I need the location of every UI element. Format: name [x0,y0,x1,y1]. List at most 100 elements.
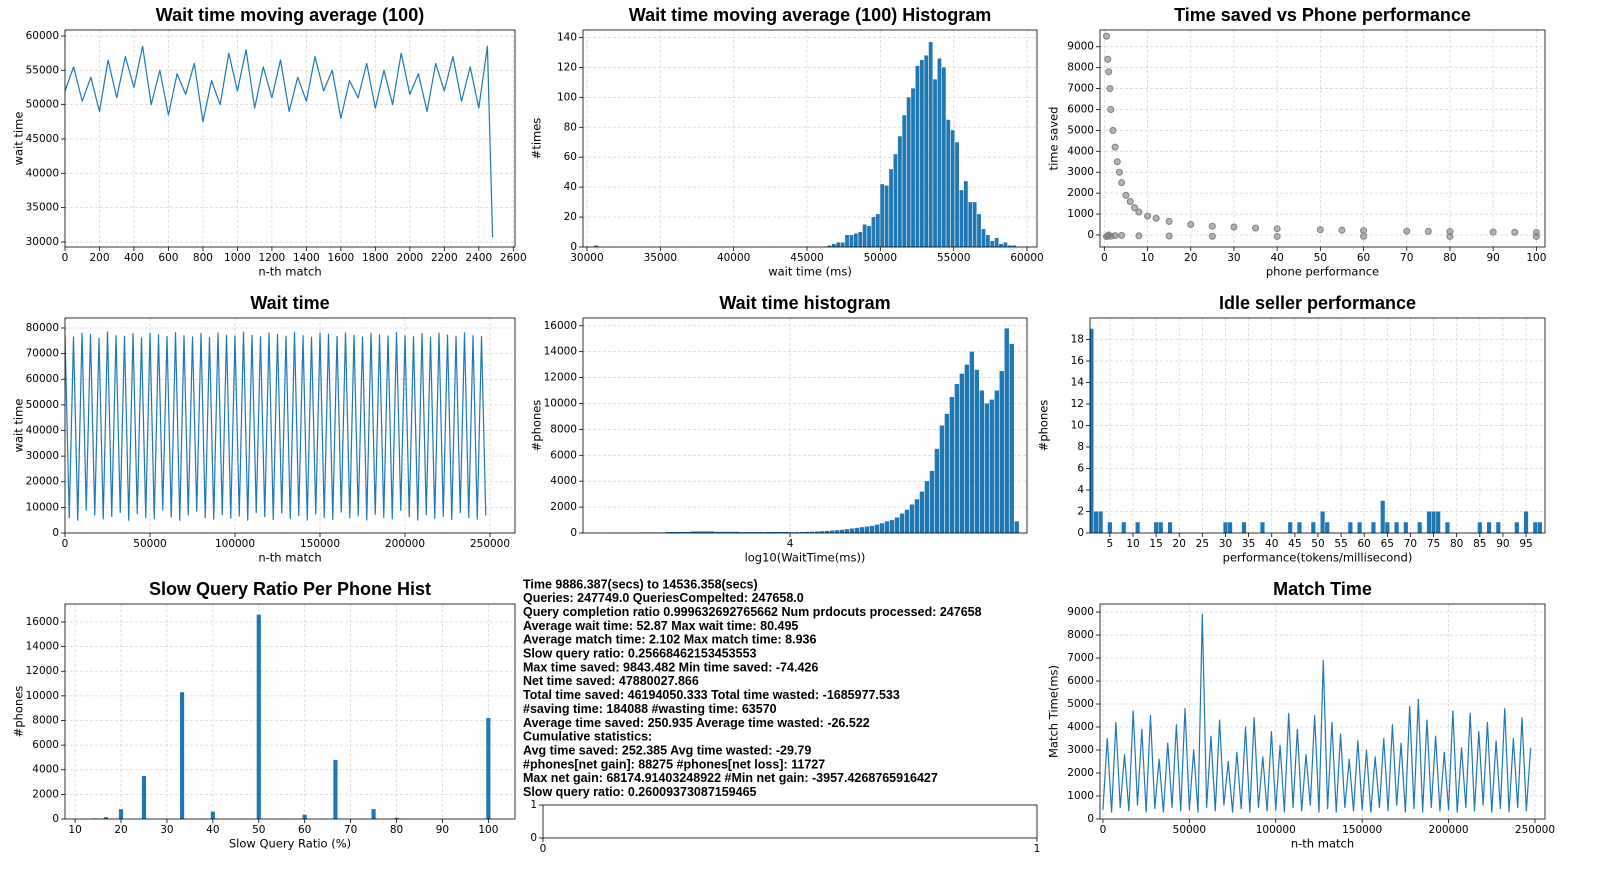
hist-bar [879,523,885,533]
bar [141,775,147,819]
y-tick-label: 80 [564,121,577,133]
x-tick-label: 10 [1126,538,1139,550]
x-tick-label: 20 [1173,538,1186,550]
x-axis-label: log10(WaitTime(ms)) [745,551,866,565]
y-tick-label: 6000 [1067,103,1094,115]
x-tick-label: 50 [252,824,265,836]
hist-bar [906,97,911,247]
y-tick-label: 9000 [1067,41,1094,53]
x-tick-label: 60 [1357,252,1370,264]
y-tick-label: 4000 [550,475,577,487]
x-axis-label: Slow Query Ratio (%) [229,837,351,851]
stats-line: Max time saved: 9843.482 Min time saved:… [523,660,818,674]
bar [1403,522,1408,533]
hist-bar [999,371,1004,533]
hist-bar [934,448,940,533]
hist-bar [949,397,955,533]
x-tick-label: 65 [1381,538,1394,550]
x-tick-label: 400 [124,252,144,264]
y-tick-label: 40000 [26,424,59,436]
x-tick-label: 1 [1034,843,1041,855]
hist-bar [985,235,990,247]
y-tick-label: 40 [564,181,577,193]
bar [1320,511,1325,533]
bar [1371,522,1376,533]
hist-bar [839,529,845,533]
x-axis-label: n-th match [258,551,321,565]
hist-bar [893,154,898,247]
bar [1107,522,1112,533]
stats-line: Avg time saved: 252.385 Avg time wasted:… [523,743,811,757]
scatter-point [1105,68,1113,76]
scatter-point [1135,208,1143,216]
chart-title: Wait time histogram [719,293,890,313]
y-axis-label: time saved [1047,107,1061,171]
bar [1325,522,1330,533]
x-tick-label: 30000 [570,252,603,264]
marks [1102,613,1532,813]
x-tick-label: 90 [1486,252,1499,264]
bar [302,814,307,819]
hist-bar [829,530,835,533]
chart-panel: 0 10 20 30 40 50 60 70 80 90 100010002000300040005… [1047,5,1547,279]
data-line [1102,613,1532,813]
hist-bar [871,217,876,247]
stats-block: Time 9886.387(secs) to 14536.358(secs)Qu… [523,577,982,799]
x-tick-label: 1800 [362,252,389,264]
bar [1260,522,1265,533]
x-tick-label: 1000 [224,252,251,264]
y-tick-label: 20000 [26,476,59,488]
x-tick-label: 40 [206,824,219,836]
scatter-point [1113,158,1121,166]
marks [1090,328,1542,533]
x-tick-label: 50000 [864,252,897,264]
x-tick-label: 50000 [1173,824,1206,836]
scatter-point [1316,226,1324,234]
y-tick-label: 2000 [1067,187,1094,199]
x-tick-label: 80 [1443,252,1456,264]
bar [1158,522,1163,533]
scatter-point [1165,232,1173,240]
x-tick-label: 2000 [396,252,423,264]
chart-panel: 0 50000 100000 150000 200000 250000 0 10000 2000… [12,293,516,565]
axes-frame [582,317,1028,534]
x-tick-label: 70 [1400,252,1413,264]
hist-bar [928,41,933,247]
scatter-point [1273,225,1281,233]
chart-title: Wait time moving average (100) Histogram [629,5,991,25]
bar [1486,522,1492,533]
chart-panel: 5 10 15 20 25 30 35 40 45 50 55 60 65 70 75 80 85 90 95 0 2 4… [1037,293,1546,565]
scatter-point [1360,232,1368,240]
scatter-point [1126,198,1134,206]
chart-panel: 0 1 0 1 [530,799,1040,855]
hist-bar [874,524,880,533]
scatter-point [1152,214,1160,222]
hist-bar [969,351,975,533]
hist-bar [959,373,965,533]
x-tick-label: 40 [1265,538,1278,550]
bar [1426,511,1432,533]
hist-bar [1009,343,1014,533]
y-tick-label: 80000 [26,322,59,334]
hist-bar [814,531,820,533]
y-tick-label: 7000 [1067,83,1094,95]
stats-line: Average match time: 2.102 Max match time… [523,633,816,647]
x-tick-label: 250000 [470,538,510,550]
y-tick-label: 4000 [1067,145,1094,157]
x-tick-label: 800 [193,252,213,264]
hist-bar [972,202,977,247]
axes-frame [64,603,516,820]
y-tick-label: 10000 [26,501,59,513]
hist-bar [862,224,867,247]
bar [1241,522,1247,533]
y-tick-label: 8000 [1067,629,1094,641]
hist-bar [844,529,850,533]
y-tick-label: 1000 [1067,208,1094,220]
x-tick-label: 15 [1149,538,1162,550]
stats-line: Net time saved: 47880027.866 [523,674,699,688]
axes-frame [542,804,1038,839]
hist-bar [994,238,999,247]
x-tick-label: 55000 [937,252,970,264]
chart-panel: 4 0 2000 4000 6000 8000 10000 12000 14000 16000 Wa… [530,293,1028,565]
